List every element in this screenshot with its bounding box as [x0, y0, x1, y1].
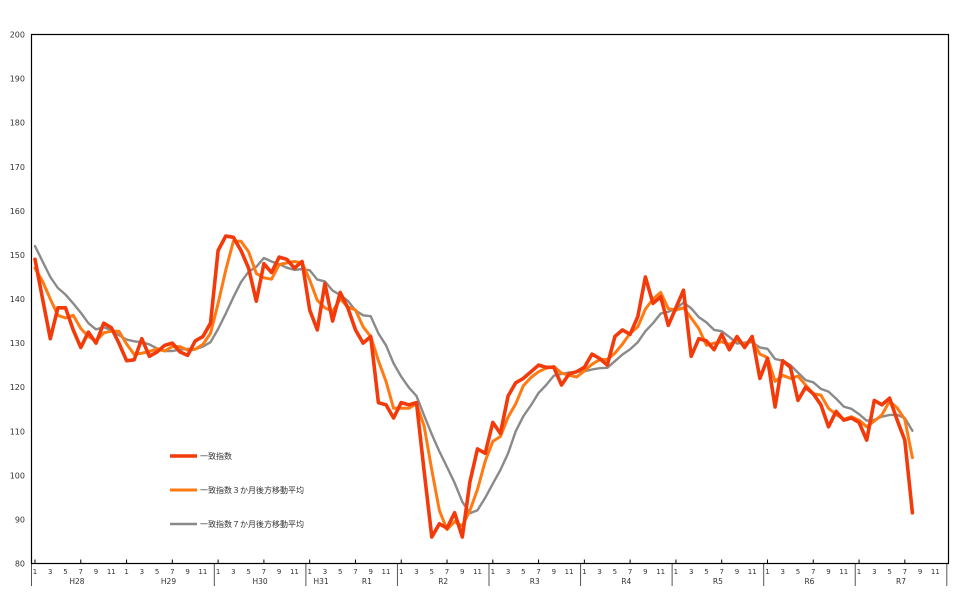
- series-line-0: [33, 234, 915, 539]
- y-tick-label: 130: [10, 339, 25, 348]
- x-month-label: 9: [735, 568, 739, 576]
- x-month-label: 5: [704, 568, 708, 576]
- x-month-label: 5: [521, 568, 525, 576]
- x-month-label: 11: [382, 568, 391, 576]
- legend-label: 一致指数３か月後方移動平均: [200, 485, 304, 495]
- x-month-label: 3: [48, 568, 52, 576]
- x-month-label: 9: [185, 568, 189, 576]
- y-tick-label: 90: [15, 515, 25, 524]
- x-month-label: 11: [290, 568, 299, 576]
- x-month-label: 9: [368, 568, 372, 576]
- x-month-label: 9: [460, 568, 464, 576]
- x-month-label: 11: [198, 568, 207, 576]
- era-label: R4: [621, 577, 631, 586]
- x-month-label: 3: [781, 568, 785, 576]
- x-month-label: 9: [918, 568, 922, 576]
- y-tick-label: 150: [10, 251, 25, 260]
- x-month-label: 5: [796, 568, 800, 576]
- x-month-label: 1: [491, 568, 495, 576]
- y-tick-label: 170: [10, 163, 25, 172]
- x-month-label: 9: [277, 568, 281, 576]
- x-month-label: 3: [506, 568, 510, 576]
- series-line-2: [33, 244, 914, 515]
- y-tick-label: 180: [10, 119, 25, 128]
- x-month-label: 3: [872, 568, 876, 576]
- era-label: R1: [362, 577, 372, 586]
- era-label: H31: [314, 577, 329, 586]
- y-axis: 80 90 100 110 120 130 140 150 160 170 180 190 200: [10, 31, 25, 569]
- x-month-label: 9: [643, 568, 647, 576]
- era-label: R7: [896, 577, 906, 586]
- era-label: H28: [69, 577, 84, 586]
- era-label: R6: [804, 577, 814, 586]
- x-month-label: 5: [246, 568, 250, 576]
- x-month-label: 1: [765, 568, 769, 576]
- x-axis: 1 3 5 7 9 11 1 3 5 7 9 11 1 3 5 7 9 11 1 3 5 7 9 11 1 3 5 7 9 11 1 3 5 7 9…: [31, 559, 948, 586]
- era-label: H30: [252, 577, 267, 586]
- x-month-label: 9: [552, 568, 556, 576]
- x-month-label: 1: [582, 568, 586, 576]
- x-month-label: 5: [63, 568, 67, 576]
- x-month-label: 11: [656, 568, 665, 576]
- x-month-label: 5: [338, 568, 342, 576]
- x-month-label: 5: [887, 568, 891, 576]
- x-month-label: 3: [414, 568, 418, 576]
- x-month-label: 11: [107, 568, 116, 576]
- x-month-label: 5: [430, 568, 434, 576]
- y-tick-label: 120: [10, 383, 25, 392]
- x-month-label: 7: [262, 568, 266, 576]
- x-month-label: 1: [124, 568, 128, 576]
- x-month-label: 1: [307, 568, 311, 576]
- x-month-label: 9: [94, 568, 98, 576]
- x-month-label: 3: [689, 568, 693, 576]
- x-month-label: 1: [674, 568, 678, 576]
- x-month-label: 7: [536, 568, 540, 576]
- x-month-label: 1: [857, 568, 861, 576]
- x-month-label: 3: [231, 568, 235, 576]
- x-month-label: 7: [903, 568, 907, 576]
- y-tick-label: 100: [10, 471, 25, 480]
- x-month-label: 7: [719, 568, 723, 576]
- series-lines: [33, 234, 915, 539]
- legend-label: 一致指数７か月後方移動平均: [200, 519, 304, 529]
- x-month-label: 11: [473, 568, 482, 576]
- plot-frame: [30, 33, 950, 565]
- x-month-label: 1: [399, 568, 403, 576]
- x-month-label: 3: [323, 568, 327, 576]
- y-tick-label: 140: [10, 295, 25, 304]
- x-month-label: 11: [839, 568, 848, 576]
- x-month-label: 5: [155, 568, 159, 576]
- x-month-label: 11: [931, 568, 940, 576]
- era-label: R2: [438, 577, 448, 586]
- x-month-label: 3: [140, 568, 144, 576]
- x-month-label: 7: [353, 568, 357, 576]
- x-month-label: 1: [216, 568, 220, 576]
- x-month-label: 5: [613, 568, 617, 576]
- x-month-label: 9: [826, 568, 830, 576]
- x-month-label: 7: [79, 568, 83, 576]
- x-month-label: 7: [811, 568, 815, 576]
- era-label: H29: [161, 577, 176, 586]
- y-tick-label: 190: [10, 75, 25, 84]
- y-tick-label: 200: [10, 31, 25, 40]
- x-month-label: 7: [170, 568, 174, 576]
- y-tick-label: 80: [15, 560, 25, 569]
- x-month-label: 7: [628, 568, 632, 576]
- x-month-label: 3: [597, 568, 601, 576]
- x-month-label: 7: [445, 568, 449, 576]
- x-month-label: 11: [748, 568, 757, 576]
- era-label: R5: [713, 577, 723, 586]
- y-tick-label: 160: [10, 207, 25, 216]
- x-month-label: 11: [565, 568, 574, 576]
- series-line-1: [33, 239, 914, 532]
- era-label: R3: [530, 577, 540, 586]
- x-month-label: 1: [33, 568, 37, 576]
- legend-label: 一致指数: [200, 451, 232, 461]
- y-tick-label: 110: [10, 427, 25, 436]
